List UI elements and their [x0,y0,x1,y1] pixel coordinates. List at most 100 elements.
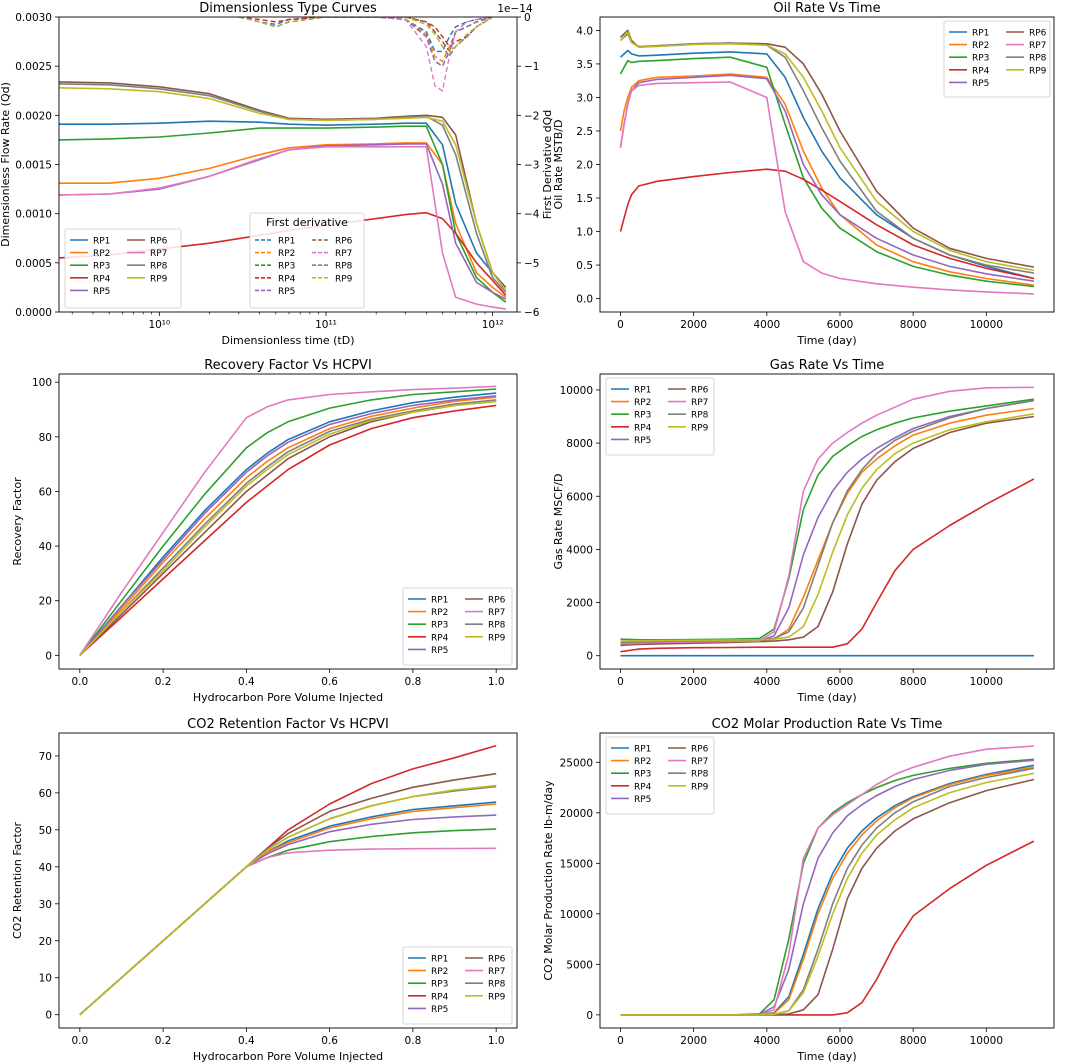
series-line-rp7 [619,81,1034,295]
legend-frame [402,946,513,1025]
series-line-rp4 [619,168,1035,280]
y-tick-label: 3.0 [576,92,593,104]
y-tick-label: 0.0030 [15,12,52,24]
x-tick-label: 4000 [753,1035,780,1047]
legend-label: RP4 [634,423,652,433]
legend-label: RP1 [634,745,651,755]
x-axis-label: Hydrocarbon Pore Volume Injected [193,1050,383,1063]
legend-label: RP6 [488,955,506,965]
legend-label: RP7 [1029,41,1046,51]
legend-label: RP4 [93,274,111,284]
y-tick-label: 60 [39,788,52,800]
legend-label: RP1 [278,237,295,247]
chart-oil_rate: Oil Rate Vs Time 0 2000 4000 6000 8000 10000 0.… [552,1,1055,347]
x-tick-label: 8000 [900,319,927,331]
series-line-rp6 [620,778,1035,1016]
legend-title: First derivative [266,216,348,229]
x-tick-label: 0.6 [321,1035,338,1047]
series-line-rp3 [79,388,497,656]
legend-label: RP3 [93,262,110,272]
legend-label: RP8 [691,770,709,780]
y2-tick-label: −2 [524,110,539,122]
legend-label: RP4 [634,782,652,792]
y-tick-label: 0.0000 [15,307,52,319]
chart-title: Dimensionless Type Curves [199,1,377,16]
series-line-rp5 [79,395,497,656]
derivative-line-rp7 [238,17,493,92]
legend-label: RP7 [691,398,708,408]
y-tick-label: 8000 [566,438,593,450]
x-tick-label: 0.8 [405,1035,422,1047]
x-axis-label: Time (day) [796,1050,856,1063]
legend-label: RP2 [634,398,651,408]
chart-recovery_factor: Recovery Factor Vs HCPVI 0.0 0.2 0.4 0.6 0.8 1… [11,358,518,704]
series-line-rp8 [79,399,497,656]
x-axis-label: Dimensionless time (tD) [222,334,355,347]
legend-label: RP5 [278,287,295,297]
legend-label: RP2 [278,249,295,259]
x-tick-label: 1.0 [488,676,505,688]
y-tick-label: 40 [39,541,52,553]
legend-frame [64,228,182,309]
series-line-rp7 [59,146,506,310]
legend-label: RP9 [691,423,709,433]
legend-label: RP7 [488,608,505,618]
y-axis-label: CO2 Molar Production Rate lb-m/day [542,780,555,981]
x-tick-label: 0.8 [405,676,422,688]
legend: RP1 RP2 RP3 RP4 RP5 RP6 RP7 RP8 RP9 [64,228,182,309]
series-lines [79,385,497,656]
legend-label: RP2 [634,757,651,767]
legend-label: RP2 [93,249,110,259]
y2-tick-label: −4 [524,209,540,221]
y-tick-label: 20 [39,936,52,948]
legend: RP1 RP2 RP3 RP4 RP5 RP6 RP7 RP8 RP9 [943,20,1051,98]
legend-label: RP3 [431,980,448,990]
y-tick-label: 100 [32,377,52,389]
legend-label: RP3 [278,262,295,272]
y-tick-label: 4000 [566,544,593,556]
chart-title: Recovery Factor Vs HCPVI [204,358,372,373]
series-line-rp6 [59,81,507,288]
x-tick-label: 0 [617,1035,624,1047]
x-tick-label: 4000 [753,319,780,331]
legend-label: RP1 [93,237,110,247]
legend-label: RP3 [634,411,651,421]
legend-label: RP5 [634,436,651,446]
y-axis-label: Oil Rate MSTB/D [552,120,565,210]
y-tick-label: 2.5 [576,126,593,138]
x-tick-label: 0.4 [238,1035,255,1047]
x-axis-label: Time (day) [796,691,856,704]
y-tick-label: 0.0015 [15,160,52,172]
y2-axis-label: First Derivative dQd [541,110,554,219]
series-line-rp9 [620,413,1035,642]
legend-label: RP7 [488,967,505,977]
legend-label: RP6 [488,596,506,606]
axes-frame [58,732,518,1029]
x-axis-label: Time (day) [796,334,856,347]
legend-label: RP2 [972,41,989,51]
x-tick-label: 4000 [753,676,780,688]
series-line-rp6 [620,415,1035,646]
y-tick-label: 0.0025 [15,61,52,73]
legend-label: RP4 [972,66,990,76]
y-tick-label: 0.5 [576,260,593,272]
x-tick-label: 6000 [827,676,854,688]
series-lines [619,29,1035,295]
y-axis-label: Gas Rate MSCF/D [552,474,565,570]
axes-frame [599,732,1055,1029]
series-line-rp9 [59,87,507,291]
series-lines [620,386,1035,657]
series-line-rp3 [59,125,507,303]
series-line-rp4 [620,478,1035,653]
legend-label: RP5 [431,1005,448,1015]
legend-frame [605,377,715,456]
y-tick-label: 70 [39,751,52,763]
series-lines [620,745,1035,1016]
x-tick-label: 0 [617,676,624,688]
legend-label: RP1 [634,386,651,396]
series-line-rp2 [59,142,507,298]
legend-label: RP9 [335,274,353,284]
legend-frame [249,212,365,309]
x-tick-label: 6000 [827,1035,854,1047]
legend-label: RP4 [431,633,449,643]
